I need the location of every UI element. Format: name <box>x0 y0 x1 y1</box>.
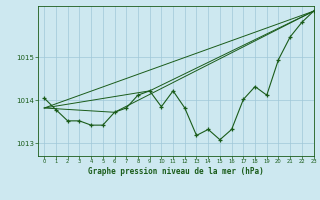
X-axis label: Graphe pression niveau de la mer (hPa): Graphe pression niveau de la mer (hPa) <box>88 167 264 176</box>
